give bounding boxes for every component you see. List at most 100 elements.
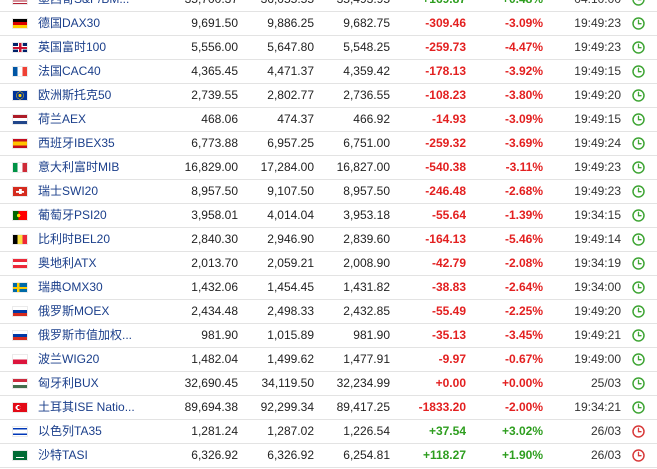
high-value: 6,326.92: [267, 448, 314, 462]
clock-icon: [632, 137, 645, 150]
clock-icon: [632, 161, 645, 174]
index-name-link[interactable]: 匈牙利BUX: [38, 376, 99, 390]
index-name-link[interactable]: 奥地利ATX: [38, 256, 97, 270]
table-row[interactable]: 俄罗斯MOEX 2,434.48 2,498.33 2,432.85 -55.49 -2.…: [0, 300, 657, 324]
change-value: -35.13: [431, 328, 466, 342]
index-name-link[interactable]: 瑞士SWI20: [38, 184, 99, 198]
table-row[interactable]: 法国CAC40 4,365.45 4,471.37 4,359.42 -178.13 -3…: [0, 60, 657, 84]
table-row[interactable]: 俄罗斯市值加权... 981.90 1,015.89 981.90 -35.13 -3.4…: [0, 324, 657, 348]
se-flag: [12, 282, 28, 293]
change-value: -42.79: [431, 256, 466, 270]
table-row[interactable]: 荷兰AEX 468.06 474.37 466.92 -14.93 -3.09% 19:49…: [0, 108, 657, 132]
last-value: 2,434.48: [191, 304, 238, 318]
index-name-link[interactable]: 西班牙IBEX35: [38, 136, 115, 150]
last-value: 2,013.70: [191, 256, 238, 270]
es-flag: [12, 138, 28, 149]
table-row[interactable]: 英国富时100 5,556.00 5,647.80 5,548.25 -259.73 -4…: [0, 36, 657, 60]
change-percent-value: -3.80%: [504, 88, 543, 102]
index-name-link[interactable]: 荷兰AEX: [38, 112, 87, 126]
index-name-link[interactable]: 比利时BEL20: [38, 232, 111, 246]
change-value: +118.27: [422, 448, 466, 462]
index-name-link[interactable]: 意大利富时MIB: [38, 160, 120, 174]
low-value: 466.92: [353, 112, 390, 126]
change-value: -55.49: [431, 304, 466, 318]
fr-flag: [12, 66, 28, 77]
index-name-link[interactable]: 沙特TASI: [38, 448, 88, 462]
table-row[interactable]: 瑞典OMX30 1,432.06 1,454.45 1,431.82 -38.83 -2.…: [0, 276, 657, 300]
high-value: 2,802.77: [267, 88, 314, 102]
last-value: 6,773.88: [191, 136, 238, 150]
last-value: 9,691.50: [191, 16, 238, 30]
index-name-link[interactable]: 俄罗斯市值加权...: [38, 328, 133, 342]
change-percent-value: -2.68%: [504, 184, 543, 198]
table-row[interactable]: 西班牙IBEX35 6,773.88 6,957.25 6,751.00 -259.32…: [0, 132, 657, 156]
change-percent-value: -4.47%: [504, 40, 543, 54]
high-value: 9,107.50: [267, 184, 314, 198]
table-row[interactable]: 欧洲斯托克50 2,739.55 2,802.77 2,736.55 -108.23 -3…: [0, 84, 657, 108]
index-name-link[interactable]: 德国DAX30: [38, 16, 101, 30]
clock-icon: [632, 41, 645, 54]
low-value: 2,736.55: [343, 88, 390, 102]
clock-icon: [632, 401, 645, 414]
low-value: 2,432.85: [343, 304, 390, 318]
update-time: 19:49:20: [574, 88, 621, 102]
high-value: 1,499.62: [267, 352, 314, 366]
ch-flag: [12, 186, 28, 197]
table-row[interactable]: 比利时BEL20 2,840.30 2,946.90 2,839.60 -164.13 -…: [0, 228, 657, 252]
index-name-link[interactable]: 英国富时100: [38, 40, 107, 54]
hu-flag: [12, 378, 28, 389]
high-value: 2,946.90: [267, 232, 314, 246]
clock-icon: [632, 257, 645, 270]
low-value: 1,431.82: [343, 280, 390, 294]
table-row[interactable]: 沙特TASI 6,326.92 6,326.92 6,254.81 +118.27 +1.…: [0, 444, 657, 468]
index-name-link[interactable]: 波兰WIG20: [38, 352, 100, 366]
last-value: 8,957.50: [191, 184, 238, 198]
last-value: 981.90: [201, 328, 238, 342]
change-percent-value: -3.69%: [504, 136, 543, 150]
high-value: 1,454.45: [267, 280, 314, 294]
table-row[interactable]: 匈牙利BUX 32,690.45 34,119.50 32,234.99 +0.00 +0…: [0, 372, 657, 396]
table-row[interactable]: 奥地利ATX 2,013.70 2,059.21 2,008.90 -42.79 -2.0…: [0, 252, 657, 276]
table-row[interactable]: 墨西哥S&P/BM...35,700.3736,055.5535,493.95+…: [0, 0, 657, 12]
index-name-link[interactable]: 墨西哥S&P/BM...: [38, 0, 148, 11]
us-flag: [12, 0, 28, 5]
index-name-link[interactable]: 俄罗斯MOEX: [38, 304, 110, 318]
table-row[interactable]: 以色列TA35 1,281.24 1,287.02 1,226.54 +37.54 +3.…: [0, 420, 657, 444]
index-name-link[interactable]: 瑞典OMX30: [38, 280, 103, 294]
change-percent-value: -2.08%: [504, 256, 543, 270]
index-name-link[interactable]: 土耳其ISE Natio...: [38, 400, 135, 414]
clock-icon: [632, 305, 645, 318]
high-value: 36,055.55: [238, 0, 314, 11]
low-value: 6,751.00: [343, 136, 390, 150]
change-value: -178.13: [425, 64, 466, 78]
index-name-link[interactable]: 葡萄牙PSI20: [38, 208, 107, 222]
clock-icon: [632, 353, 645, 366]
clock-icon: [632, 449, 645, 462]
table-row[interactable]: 波兰WIG20 1,482.04 1,499.62 1,477.91 -9.97 -0.6…: [0, 348, 657, 372]
table-row[interactable]: 葡萄牙PSI20 3,958.01 4,014.04 3,953.18 -55.64 -1…: [0, 204, 657, 228]
high-value: 34,119.50: [261, 376, 315, 390]
table-row[interactable]: 意大利富时MIB 16,829.00 17,284.00 16,827.00 -540.…: [0, 156, 657, 180]
sa-flag: [12, 450, 28, 461]
update-time: 19:49:23: [574, 40, 621, 54]
table-row[interactable]: 德国DAX30 9,691.50 9,886.25 9,682.75 -309.46 -3…: [0, 12, 657, 36]
update-time: 19:49:15: [574, 112, 621, 126]
index-name-link[interactable]: 欧洲斯托克50: [38, 88, 112, 102]
change-percent-value: +3.02%: [501, 424, 543, 438]
update-time: 19:49:23: [574, 160, 621, 174]
last-value: 1,482.04: [191, 352, 238, 366]
index-name-link[interactable]: 以色列TA35: [38, 424, 102, 438]
update-time: 19:49:23: [574, 16, 621, 30]
table-row[interactable]: 土耳其ISE Natio... 89,694.38 92,299.34 89,417.…: [0, 396, 657, 420]
table-row[interactable]: 瑞士SWI20 8,957.50 9,107.50 8,957.50 -246.48 -2…: [0, 180, 657, 204]
index-name-link[interactable]: 法国CAC40: [38, 64, 101, 78]
low-value: 4,359.42: [343, 64, 390, 78]
high-value: 5,647.80: [267, 40, 314, 54]
update-time: 19:49:14: [574, 232, 621, 246]
high-value: 6,957.25: [267, 136, 314, 150]
change-percent-value: -2.64%: [504, 280, 543, 294]
change-value: +0.00: [435, 376, 466, 390]
last-value: 89,694.38: [184, 400, 238, 414]
change-percent-value: -3.09%: [504, 112, 543, 126]
